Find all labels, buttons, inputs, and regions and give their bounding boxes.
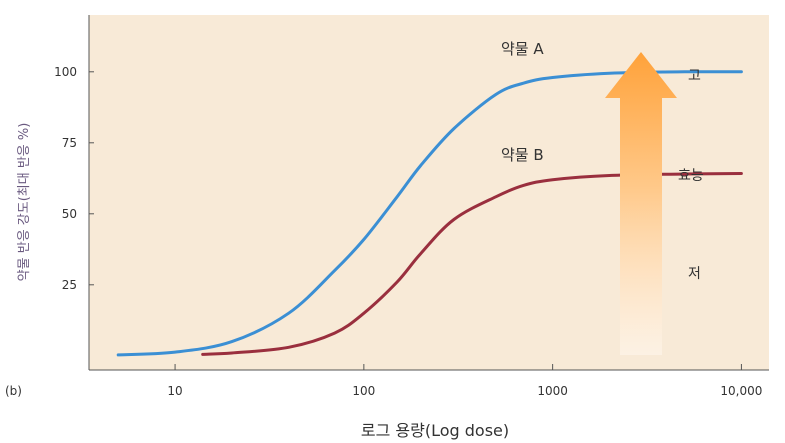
- series-label-drug-a: 약물 A: [501, 40, 544, 58]
- y-tick-label: 25: [62, 278, 77, 292]
- efficacy-middle-label: 효능: [678, 168, 704, 184]
- y-ticks: 25 50 75 100: [54, 65, 94, 292]
- y-tick-label: 50: [62, 207, 77, 221]
- x-axis-title: 로그 용량(Log dose): [361, 421, 509, 440]
- x-tick-label: 1000: [537, 384, 568, 398]
- plot-area: [89, 15, 769, 370]
- efficacy-low-label: 저: [688, 266, 701, 282]
- x-tick-label: 10: [167, 384, 182, 398]
- efficacy-high-label: 고: [688, 68, 701, 84]
- x-ticks: 10 100 1000 10,000: [167, 364, 762, 398]
- x-tick-label: 100: [352, 384, 375, 398]
- series-layer: [116, 70, 743, 357]
- series-line-drug-a: [116, 70, 743, 357]
- series-line-drug-b: [201, 172, 743, 356]
- y-axis-title: 약물 반응 강도(최대 반응 %): [17, 123, 32, 282]
- x-tick-label: 10,000: [720, 384, 762, 398]
- y-tick-label: 100: [54, 65, 77, 79]
- panel-label: (b): [5, 384, 22, 398]
- efficacy-arrow: [605, 52, 677, 355]
- y-tick-label: 75: [62, 136, 77, 150]
- series-label-drug-b: 약물 B: [501, 146, 544, 164]
